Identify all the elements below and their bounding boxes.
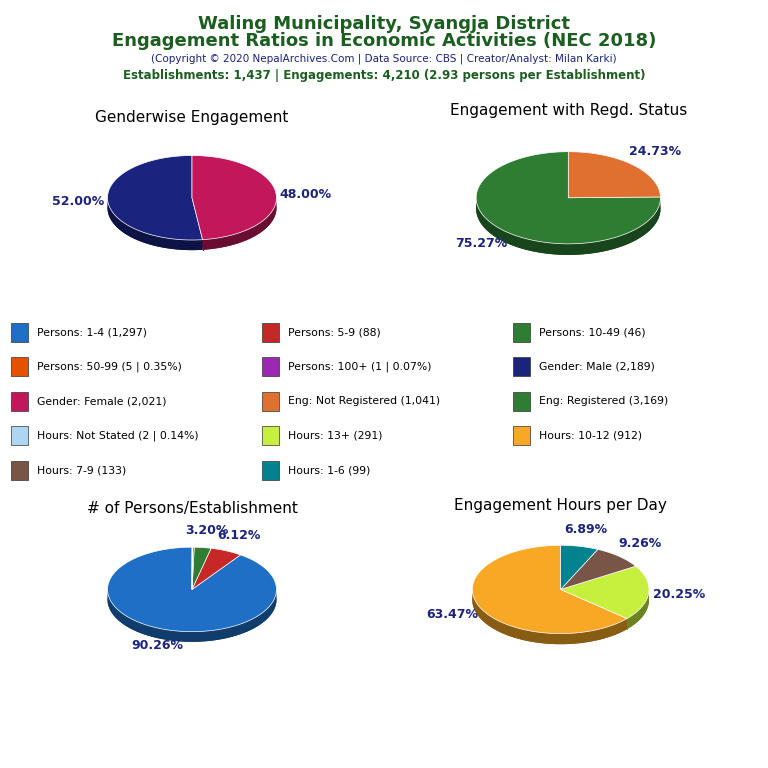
- Polygon shape: [192, 548, 240, 590]
- Text: Persons: 5-9 (88): Persons: 5-9 (88): [288, 327, 381, 337]
- Polygon shape: [192, 166, 276, 250]
- Bar: [513, 323, 530, 342]
- Text: Hours: 7-9 (133): Hours: 7-9 (133): [37, 465, 126, 475]
- Bar: [12, 392, 28, 411]
- Text: Eng: Registered (3,169): Eng: Registered (3,169): [539, 396, 668, 406]
- Polygon shape: [472, 556, 627, 644]
- Text: Persons: 100+ (1 | 0.07%): Persons: 100+ (1 | 0.07%): [288, 362, 432, 372]
- Text: Waling Municipality, Syangja District: Waling Municipality, Syangja District: [198, 15, 570, 33]
- Polygon shape: [192, 548, 194, 590]
- Text: (Copyright © 2020 NepalArchives.Com | Data Source: CBS | Creator/Analyst: Milan : (Copyright © 2020 NepalArchives.Com | Da…: [151, 54, 617, 65]
- Bar: [12, 461, 28, 480]
- Text: Establishments: 1,437 | Engagements: 4,210 (2.93 persons per Establishment): Establishments: 1,437 | Engagements: 4,2…: [123, 69, 645, 82]
- Title: Genderwise Engagement: Genderwise Engagement: [95, 110, 289, 124]
- Polygon shape: [108, 166, 203, 250]
- Text: Persons: 50-99 (5 | 0.35%): Persons: 50-99 (5 | 0.35%): [37, 362, 182, 372]
- Text: Eng: Not Registered (1,041): Eng: Not Registered (1,041): [288, 396, 440, 406]
- Text: Hours: 13+ (291): Hours: 13+ (291): [288, 431, 382, 441]
- Text: 3.20%: 3.20%: [185, 525, 228, 538]
- Polygon shape: [192, 155, 276, 240]
- Polygon shape: [561, 566, 649, 618]
- Title: Engagement with Regd. Status: Engagement with Regd. Status: [450, 103, 687, 118]
- Polygon shape: [561, 549, 636, 590]
- Bar: [263, 323, 279, 342]
- Bar: [263, 357, 279, 376]
- Text: Hours: 10-12 (912): Hours: 10-12 (912): [539, 431, 642, 441]
- Text: Gender: Female (2,021): Gender: Female (2,021): [37, 396, 167, 406]
- Polygon shape: [568, 152, 660, 198]
- Text: 52.00%: 52.00%: [52, 195, 104, 208]
- Bar: [12, 357, 28, 376]
- Text: 20.25%: 20.25%: [654, 588, 706, 601]
- Bar: [12, 426, 28, 445]
- Polygon shape: [561, 556, 598, 600]
- Bar: [513, 426, 530, 445]
- Polygon shape: [627, 590, 649, 629]
- Polygon shape: [108, 547, 276, 631]
- Polygon shape: [472, 590, 627, 644]
- Title: # of Persons/Establishment: # of Persons/Establishment: [87, 502, 297, 516]
- Text: 6.12%: 6.12%: [217, 529, 260, 542]
- Polygon shape: [192, 558, 240, 600]
- Text: 9.26%: 9.26%: [618, 537, 661, 550]
- Bar: [263, 461, 279, 480]
- Polygon shape: [476, 163, 660, 255]
- Polygon shape: [108, 155, 203, 240]
- Bar: [263, 426, 279, 445]
- Text: Gender: Male (2,189): Gender: Male (2,189): [539, 362, 654, 372]
- Title: Engagement Hours per Day: Engagement Hours per Day: [454, 498, 667, 513]
- Text: Hours: Not Stated (2 | 0.14%): Hours: Not Stated (2 | 0.14%): [37, 431, 199, 441]
- Polygon shape: [108, 590, 276, 642]
- Polygon shape: [192, 558, 211, 600]
- Text: 63.47%: 63.47%: [426, 608, 478, 621]
- Text: 24.73%: 24.73%: [630, 145, 682, 158]
- Polygon shape: [108, 198, 203, 250]
- Bar: [513, 357, 530, 376]
- Polygon shape: [561, 545, 598, 590]
- Polygon shape: [561, 577, 649, 629]
- Text: 90.26%: 90.26%: [131, 639, 184, 652]
- Polygon shape: [476, 152, 660, 243]
- Text: Engagement Ratios in Economic Activities (NEC 2018): Engagement Ratios in Economic Activities…: [112, 32, 656, 50]
- Polygon shape: [476, 198, 660, 255]
- Polygon shape: [192, 548, 211, 590]
- Polygon shape: [472, 545, 627, 634]
- Bar: [12, 323, 28, 342]
- Polygon shape: [203, 198, 276, 250]
- Polygon shape: [561, 560, 636, 600]
- Text: 6.89%: 6.89%: [564, 522, 607, 535]
- Text: 48.00%: 48.00%: [280, 187, 332, 200]
- Bar: [263, 392, 279, 411]
- Polygon shape: [568, 163, 660, 209]
- Text: Hours: 1-6 (99): Hours: 1-6 (99): [288, 465, 370, 475]
- Text: Persons: 1-4 (1,297): Persons: 1-4 (1,297): [37, 327, 147, 337]
- Polygon shape: [192, 558, 194, 600]
- Text: Persons: 10-49 (46): Persons: 10-49 (46): [539, 327, 645, 337]
- Bar: [513, 392, 530, 411]
- Polygon shape: [108, 558, 276, 642]
- Text: 75.27%: 75.27%: [455, 237, 507, 250]
